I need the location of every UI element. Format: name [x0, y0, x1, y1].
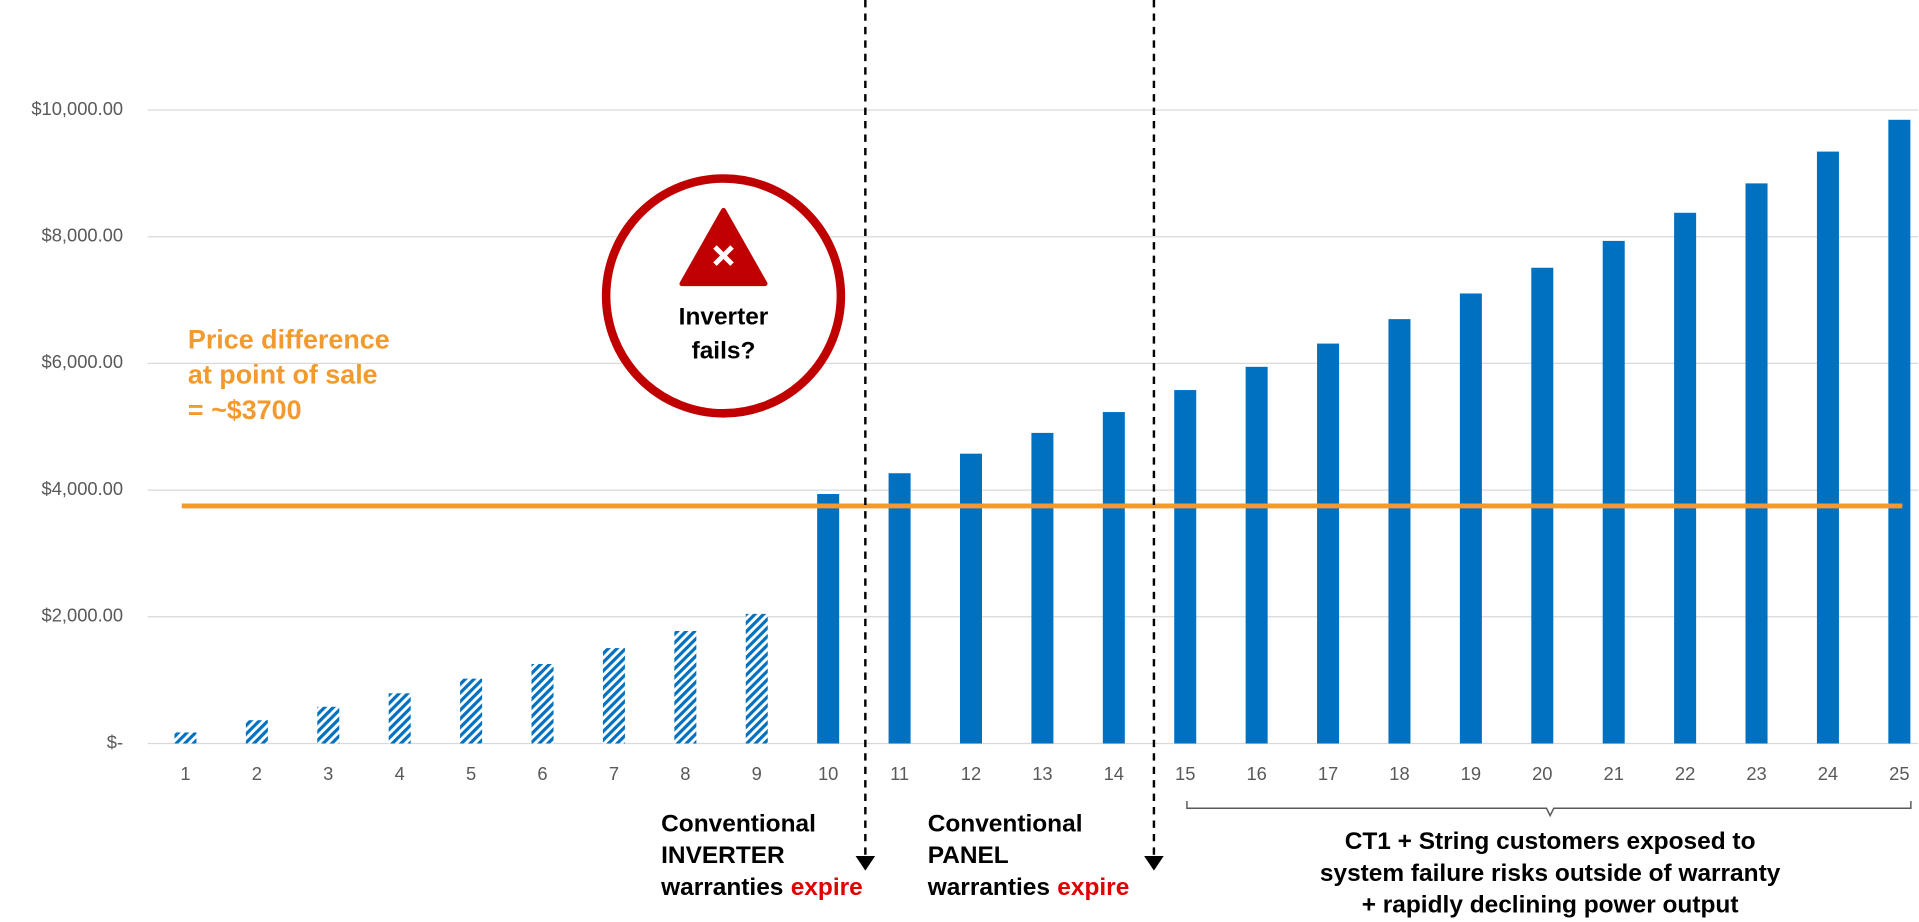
x-tick-label: 1 — [180, 763, 190, 784]
price-note: at point of sale — [188, 360, 378, 390]
x-tick-label: 9 — [752, 763, 762, 784]
x-tick-label: 12 — [961, 763, 981, 784]
callout-text: fails? — [692, 338, 756, 365]
warranty-note-line: INVERTER — [661, 843, 785, 870]
price-note: = ~$3700 — [188, 395, 302, 425]
bar — [959, 453, 982, 744]
bar — [1602, 240, 1625, 744]
x-tick-label: 23 — [1746, 763, 1766, 784]
bars — [174, 119, 1911, 744]
x-tick-label: 15 — [1175, 763, 1195, 784]
warranty-emphasis: expire — [1057, 874, 1129, 901]
bar — [817, 494, 840, 744]
notes: Price difference at point of sale = ~$3700… — [188, 324, 1781, 918]
warning-cross — [713, 245, 734, 266]
warranty-emphasis: expire — [791, 874, 863, 901]
x-tick-label: 2 — [252, 763, 262, 784]
bar — [888, 473, 911, 744]
warranty-note-line: Conventional — [928, 811, 1083, 838]
exposure-note: system failure risks outside of warranty — [1320, 860, 1781, 887]
warranty-note-line: PANEL — [928, 843, 1009, 870]
bar — [388, 693, 411, 744]
bar — [245, 720, 268, 744]
bar — [1388, 319, 1411, 744]
bar — [1174, 390, 1197, 744]
bar — [531, 663, 554, 744]
y-tick-label: $- — [107, 731, 123, 752]
warranty-note: warranties expire — [927, 874, 1130, 901]
y-tick-label: $4,000.00 — [42, 478, 124, 499]
bar — [317, 706, 340, 744]
x-tick-label: 21 — [1604, 763, 1624, 784]
bar — [1031, 432, 1054, 744]
x-tick-label: 19 — [1461, 763, 1481, 784]
callout-text: Inverter — [679, 303, 769, 330]
bar — [1102, 412, 1125, 744]
bar — [745, 613, 768, 744]
exposure-note: CT1 + String customers exposed to — [1345, 828, 1756, 855]
x-tick-label: 5 — [466, 763, 476, 784]
x-tick-label: 8 — [680, 763, 690, 784]
x-tick-label: 17 — [1318, 763, 1338, 784]
warranty-note: warranties expire — [660, 874, 863, 901]
bar — [1816, 151, 1839, 744]
x-tick-label: 6 — [537, 763, 547, 784]
arrow — [855, 855, 876, 871]
bar — [1245, 366, 1268, 744]
x-tick-label: 25 — [1889, 763, 1909, 784]
bar — [602, 648, 625, 744]
y-tick-label: $6,000.00 — [42, 351, 124, 372]
bar — [1459, 293, 1482, 744]
brace — [1186, 800, 1912, 818]
x-tick-label: 3 — [323, 763, 333, 784]
callout: Inverter fails? — [601, 174, 846, 418]
bar — [460, 678, 483, 744]
x-tick-label: 4 — [395, 763, 405, 784]
x-tick-label: 13 — [1032, 763, 1052, 784]
warning-icon — [679, 207, 768, 287]
x-tick-label: 16 — [1246, 763, 1266, 784]
warranty-note: Conventional — [928, 811, 1083, 838]
x-tick-label: 10 — [818, 763, 838, 784]
bar — [1745, 183, 1768, 744]
warranty-note-line: Conventional — [661, 811, 816, 838]
x-tick-label: 7 — [609, 763, 619, 784]
bar — [1888, 119, 1911, 744]
exposure-note: + rapidly declining power output — [1362, 892, 1739, 919]
y-tick-label: $2,000.00 — [42, 605, 124, 626]
warranty-note-line: warranties — [927, 874, 1050, 901]
price-note: Price difference — [188, 324, 390, 354]
warranty-note: Conventional — [661, 811, 816, 838]
y-tick-label: $8,000.00 — [42, 225, 124, 246]
bar — [1317, 343, 1340, 744]
x-tick-label: 18 — [1389, 763, 1409, 784]
bar — [174, 732, 197, 744]
x-tick-label: 11 — [890, 763, 909, 784]
bar — [674, 630, 697, 744]
x-tick-label: 14 — [1104, 763, 1124, 784]
warranty-note: INVERTER — [661, 843, 785, 870]
x-tick-label: 22 — [1675, 763, 1695, 784]
warranty-note: PANEL — [928, 843, 1009, 870]
x-tick-label: 20 — [1532, 763, 1552, 784]
callout-circle — [601, 174, 846, 418]
bar — [1674, 212, 1697, 744]
y-tick-label: $10,000.00 — [31, 98, 123, 119]
x-tick-label: 24 — [1818, 763, 1838, 784]
arrow — [1144, 855, 1164, 871]
warranty-note-line: warranties — [660, 874, 783, 901]
